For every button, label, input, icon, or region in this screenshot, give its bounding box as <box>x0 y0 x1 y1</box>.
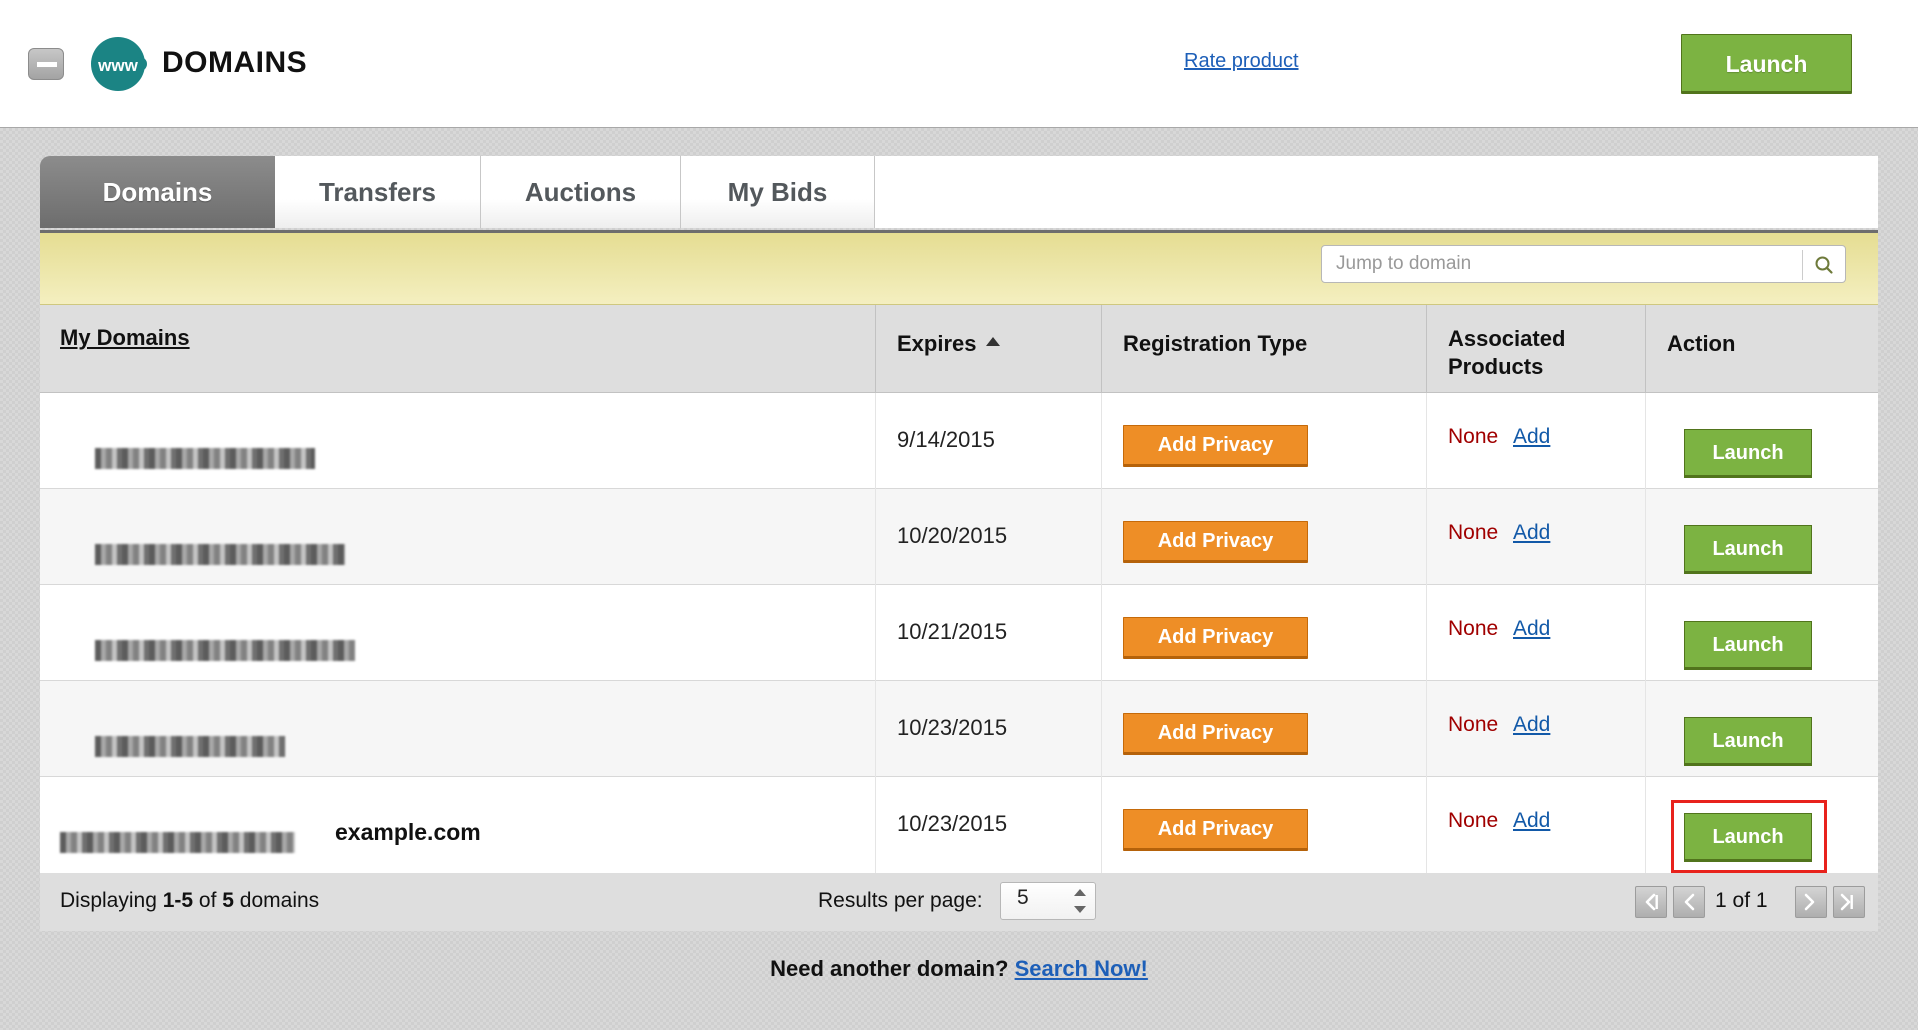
svg-text:www: www <box>97 56 138 75</box>
